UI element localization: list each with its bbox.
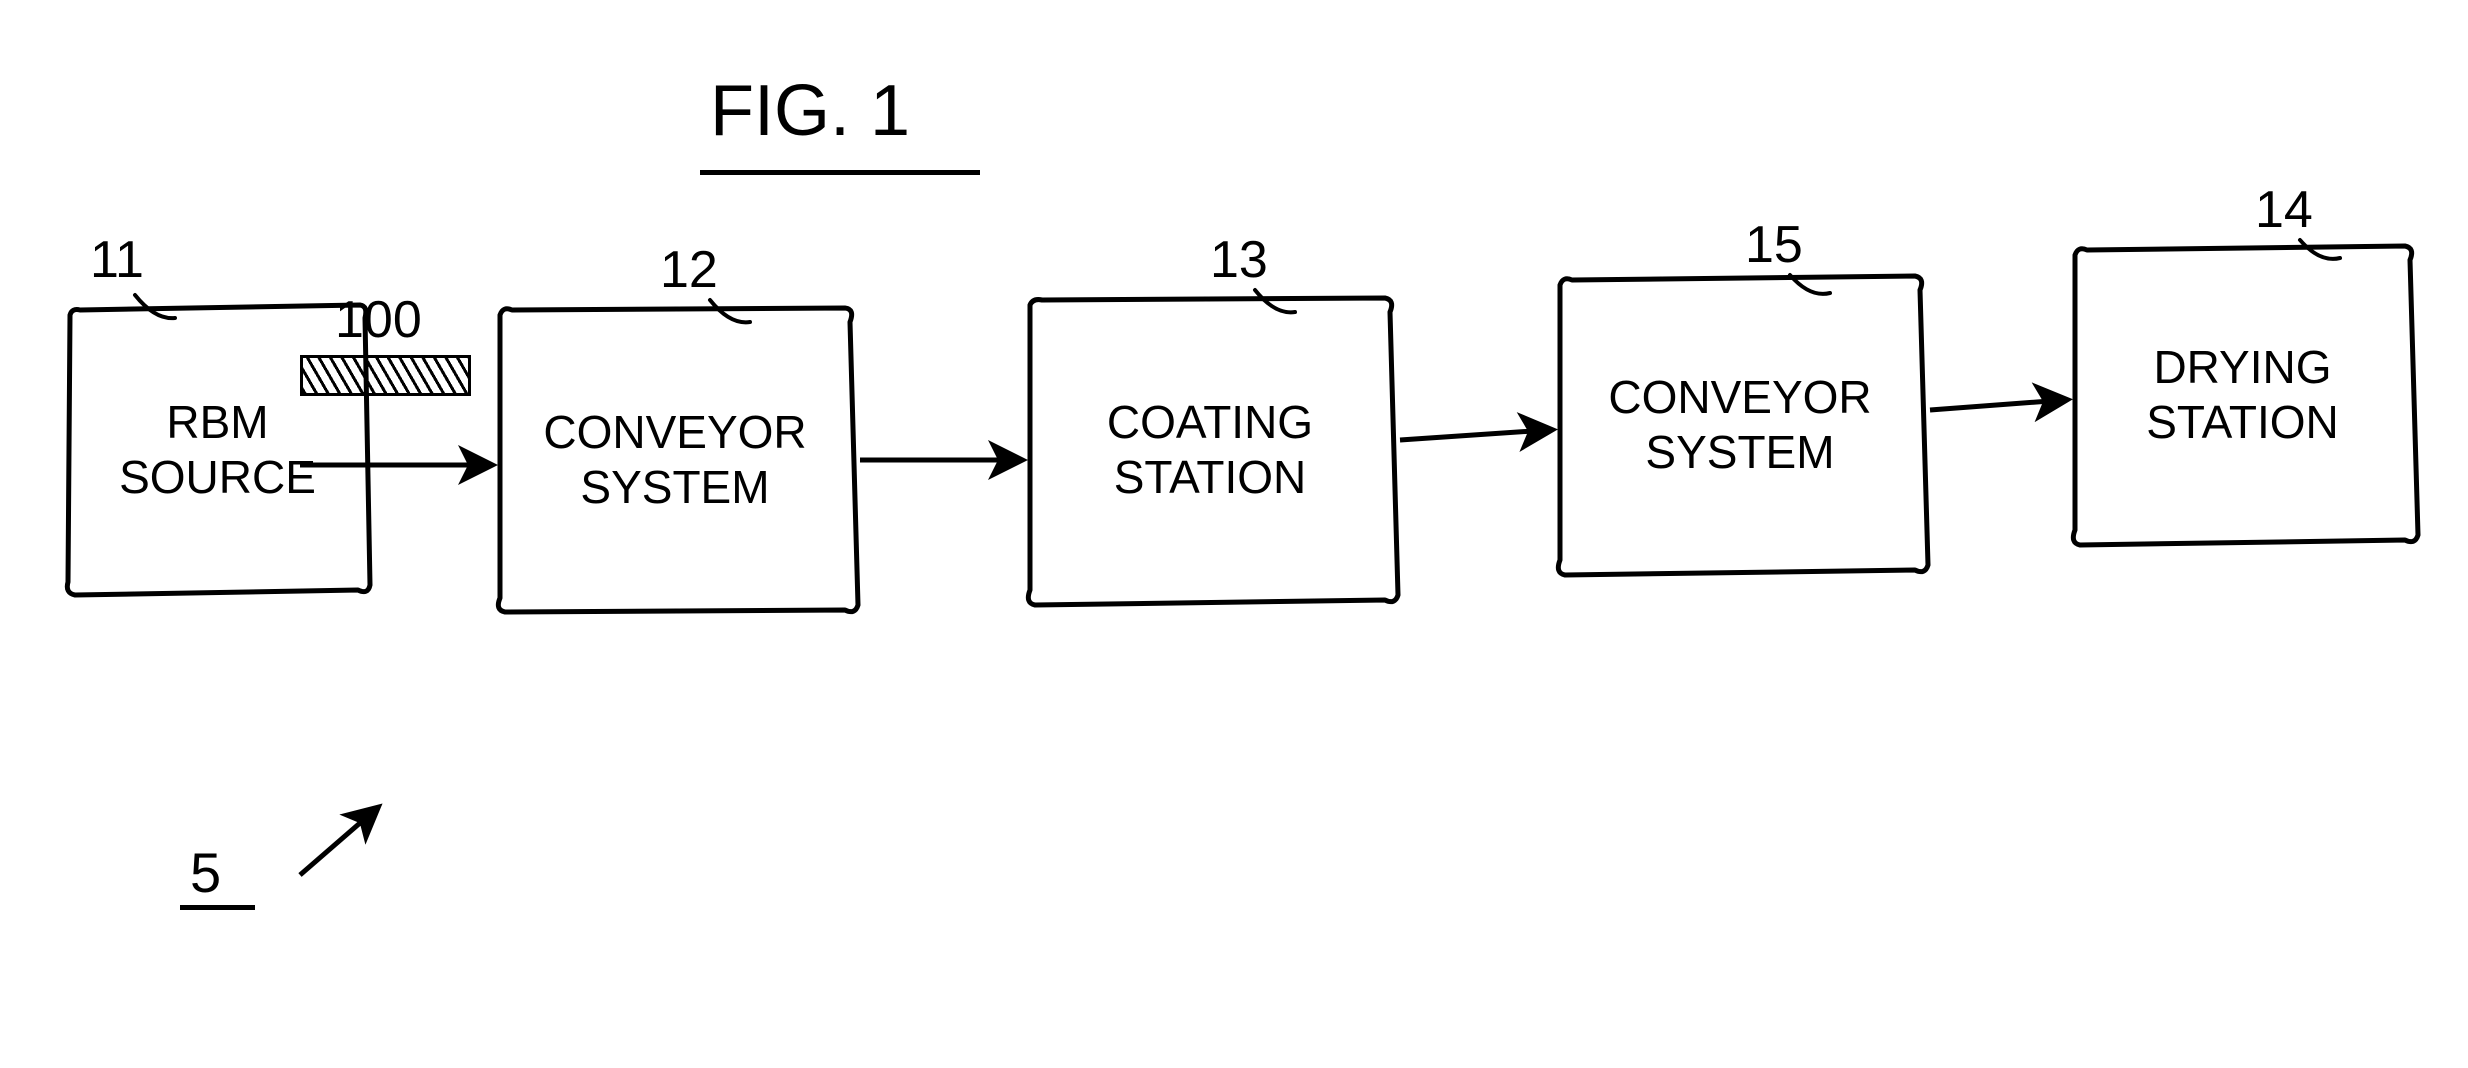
ref-11: 11 [90, 230, 144, 290]
box-coating-station: COATING STATION [1030, 300, 1390, 600]
box-drying-station: DRYING STATION [2075, 250, 2410, 540]
box-conveyor-1-label: CONVEYOR SYSTEM [543, 405, 806, 515]
ref-13: 13 [1210, 230, 1268, 290]
ref-14: 14 [2255, 180, 2313, 240]
box-drying-station-label: DRYING STATION [2146, 340, 2339, 450]
box-conveyor-2-label: CONVEYOR SYSTEM [1608, 370, 1871, 480]
ref-12: 12 [660, 240, 718, 300]
figure-title-underline [700, 170, 980, 175]
system-arrow [300, 810, 375, 875]
diagram-canvas: FIG. 1 RBM SOURCE CONVEYOR SYSTEM COATIN… [0, 0, 2468, 1068]
arrow-15-14 [1930, 400, 2063, 410]
hatched-item-100 [300, 355, 471, 396]
ref-100: 100 [335, 290, 422, 350]
arrow-13-15 [1400, 430, 1548, 440]
box-rbm-source-label: RBM SOURCE [119, 395, 316, 505]
box-rbm-source: RBM SOURCE [70, 310, 365, 590]
box-coating-station-label: COATING STATION [1107, 395, 1313, 505]
ref-15: 15 [1745, 215, 1803, 275]
ref-5-underline [180, 905, 255, 910]
box-conveyor-1: CONVEYOR SYSTEM [500, 310, 850, 610]
box-conveyor-2: CONVEYOR SYSTEM [1560, 280, 1920, 570]
ref-5: 5 [190, 840, 221, 905]
figure-title: FIG. 1 [710, 70, 910, 152]
